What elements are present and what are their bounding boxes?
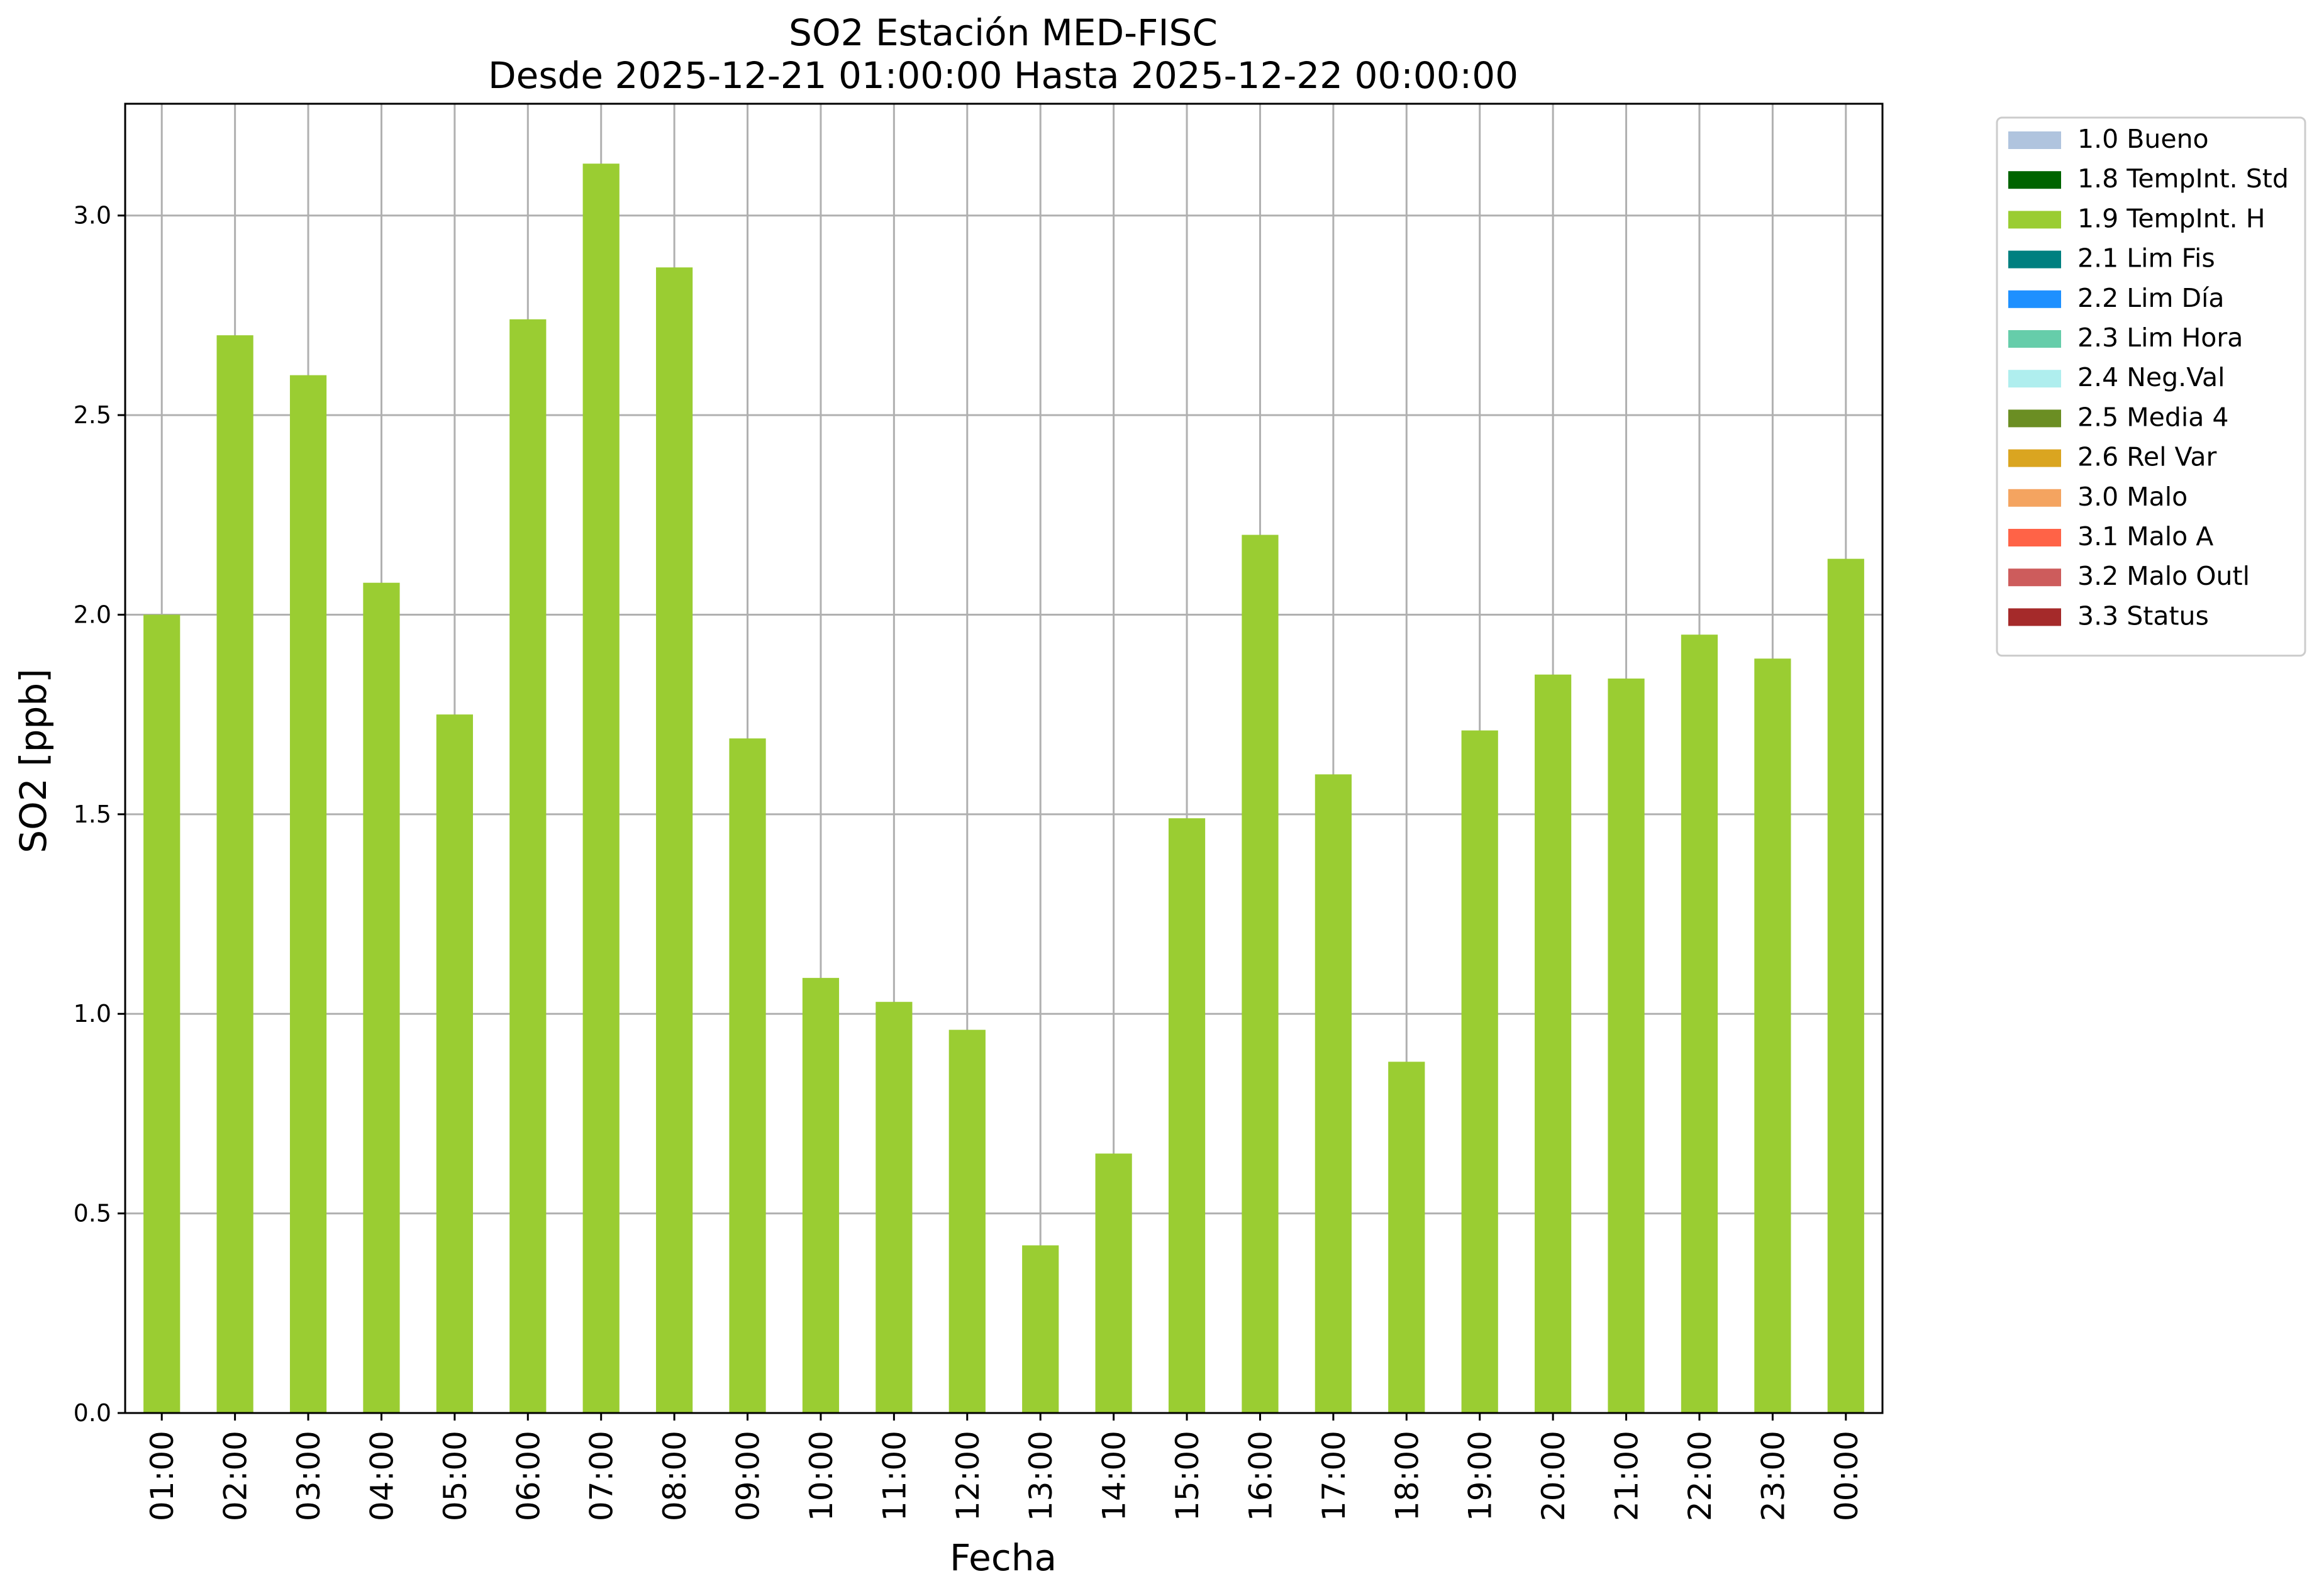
- x-tick-label: 05:00: [437, 1431, 474, 1521]
- x-tick-label: 15:00: [1169, 1431, 1206, 1521]
- bar: [1608, 679, 1645, 1413]
- x-tick-label: 21:00: [1609, 1431, 1645, 1521]
- legend-label: 3.3 Status: [2077, 601, 2209, 631]
- bar: [216, 335, 253, 1414]
- y-tick-label: 3.0: [74, 202, 111, 230]
- x-tick-label: 23:00: [1755, 1431, 1791, 1521]
- x-tick-label: 17:00: [1316, 1431, 1352, 1521]
- legend-swatch: [2008, 171, 2061, 189]
- legend-swatch: [2008, 250, 2061, 269]
- x-tick-label: 22:00: [1682, 1431, 1718, 1521]
- legend-label: 2.1 Lim Fis: [2077, 243, 2215, 274]
- legend-swatch: [2008, 131, 2061, 149]
- y-tick-label: 1.5: [74, 801, 111, 828]
- bar: [509, 319, 547, 1413]
- legend-label: 2.4 Neg.Val: [2077, 362, 2225, 392]
- legend-label: 3.0 Malo: [2077, 482, 2188, 512]
- chart-subtitle: Desde 2025-12-21 01:00:00 Hasta 2025-12-…: [488, 54, 1518, 97]
- legend-swatch: [2008, 211, 2061, 229]
- x-tick-label: 08:00: [657, 1431, 693, 1521]
- legend-swatch: [2008, 529, 2061, 546]
- x-tick-label: 06:00: [510, 1431, 547, 1521]
- axes: 0.0 0.5 1.0 1.5 2.0 2.5 3.0 01:00 02:00 03:00 04:0…: [74, 103, 1884, 1521]
- y-axis-title: SO2 [ppb]: [12, 668, 55, 853]
- bar: [802, 978, 840, 1413]
- legend-box: [1996, 116, 2306, 657]
- legend-label: 3.1 Malo A: [2077, 521, 2213, 551]
- legend-swatch: [2008, 568, 2061, 587]
- x-tick-label: 18:00: [1389, 1431, 1425, 1521]
- bar: [656, 267, 693, 1413]
- legend-swatch: [2008, 290, 2061, 308]
- x-tick-label: 12:00: [950, 1431, 986, 1521]
- bar: [1461, 730, 1498, 1413]
- bar: [876, 1002, 913, 1413]
- plot-frame: [124, 103, 1884, 1414]
- bar: [436, 714, 473, 1413]
- bar: [1754, 658, 1791, 1413]
- x-tick-label: 13:00: [1023, 1431, 1059, 1521]
- bar: [948, 1029, 986, 1413]
- y-tick-label: 1.0: [74, 1000, 111, 1028]
- legend-label: 2.2 Lim Día: [2077, 283, 2225, 313]
- x-tick-label: 11:00: [876, 1431, 913, 1521]
- x-tick-label: 10:00: [803, 1431, 840, 1521]
- bar: [1535, 674, 1572, 1413]
- x-tick-label: 03:00: [291, 1431, 327, 1521]
- x-tick-label: 16:00: [1242, 1431, 1279, 1521]
- x-tick-label: 02:00: [218, 1431, 254, 1521]
- bar: [363, 582, 400, 1414]
- y-tick-label: 0.0: [74, 1399, 111, 1427]
- legend-label: 2.6 Rel Var: [2077, 442, 2217, 472]
- bar: [1315, 774, 1352, 1413]
- x-axis-title: Fecha: [950, 1536, 1057, 1579]
- y-tick-label: 2.5: [74, 401, 111, 429]
- x-tick-label: 00:00: [1828, 1431, 1865, 1521]
- x-tick-label: 04:00: [364, 1431, 400, 1521]
- bar: [1168, 818, 1206, 1413]
- legend-label: 1.0 Bueno: [2077, 124, 2209, 154]
- legend-swatch: [2008, 409, 2061, 428]
- legend-swatch: [2008, 449, 2061, 467]
- bar: [1681, 635, 1718, 1413]
- y-tick-label: 0.5: [74, 1200, 111, 1227]
- legend-label: 2.5 Media 4: [2077, 402, 2229, 432]
- bar: [1388, 1061, 1425, 1413]
- legend-label: 1.9 TempInt. H: [2077, 203, 2266, 233]
- x-tick-label: 07:00: [584, 1431, 620, 1521]
- bar: [1242, 535, 1279, 1413]
- bar: [1022, 1245, 1059, 1413]
- legend-swatch: [2008, 370, 2061, 388]
- legend-swatch: [2008, 608, 2061, 626]
- legend-label: 2.3 Lim Hora: [2077, 323, 2243, 353]
- bar: [143, 614, 181, 1413]
- legend-label: 1.8 TempInt. Std: [2077, 163, 2289, 194]
- legend-label: 3.2 Malo Outl: [2077, 561, 2250, 591]
- x-tick-label: 14:00: [1096, 1431, 1133, 1521]
- legend: 1.0 Bueno 1.8 TempInt. Std 1.9 TempInt. H 2…: [1996, 116, 2306, 657]
- bars: [143, 163, 1864, 1414]
- chart-title: SO2 Estación MED-FISC: [789, 11, 1218, 54]
- legend-swatch: [2008, 489, 2061, 507]
- legend-swatch: [2008, 330, 2061, 348]
- x-tick-label: 01:00: [144, 1431, 181, 1521]
- bar: [582, 163, 620, 1414]
- bar: [1827, 558, 1864, 1413]
- y-tick-label: 2.0: [74, 601, 111, 628]
- x-tick-label: 19:00: [1462, 1431, 1499, 1521]
- x-tick-label: 20:00: [1535, 1431, 1572, 1521]
- bar: [289, 375, 327, 1413]
- bar: [729, 738, 766, 1413]
- x-tick-label: 09:00: [730, 1431, 767, 1521]
- bar: [1095, 1153, 1132, 1413]
